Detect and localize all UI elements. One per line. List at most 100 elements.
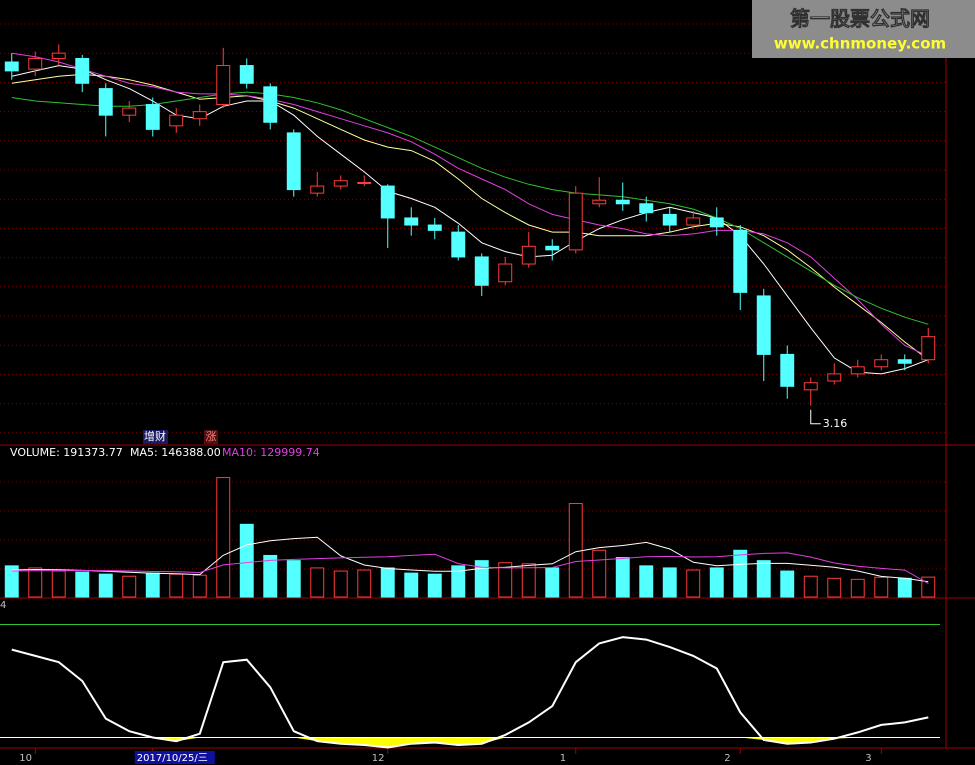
volume-bar <box>780 570 795 598</box>
volume-bar <box>192 574 207 598</box>
volume-bar <box>568 503 583 598</box>
candle-body <box>568 192 583 251</box>
candle-body <box>639 203 654 214</box>
candle-body <box>75 57 90 84</box>
volume-bar <box>75 571 90 598</box>
volume-bar <box>474 560 489 598</box>
candle-body <box>51 52 66 59</box>
candle-body <box>28 57 43 70</box>
volume-bar <box>169 573 184 598</box>
candle-body <box>498 263 513 283</box>
x-tick-label: 10 <box>19 753 32 764</box>
candle-body <box>145 104 160 130</box>
volume-bar <box>286 560 301 598</box>
volume-legend: MA10: 129999.74 <box>222 446 320 459</box>
candle-body <box>733 229 748 293</box>
volume-bar <box>98 573 113 598</box>
volume-bar <box>545 567 560 598</box>
candle-body <box>427 224 442 231</box>
candle-body <box>803 382 818 391</box>
candle-body <box>357 182 372 185</box>
candle-body <box>263 86 278 123</box>
date-highlight <box>134 751 215 764</box>
candle-body <box>709 217 724 228</box>
candle-body <box>4 61 19 72</box>
candle-body <box>451 231 466 258</box>
candle-body <box>122 107 137 116</box>
volume-bar <box>498 562 513 598</box>
candle-body <box>756 295 771 355</box>
volume-bar <box>310 567 325 598</box>
volume-bar <box>4 565 19 598</box>
volume-bar <box>662 567 677 598</box>
candle-body <box>333 180 348 187</box>
candle-body <box>169 114 184 127</box>
candle-body <box>216 65 231 106</box>
volume-bar <box>380 567 395 598</box>
volume-bar <box>709 567 724 598</box>
candle-body <box>521 245 536 265</box>
ma-line <box>11 52 929 357</box>
candle-body <box>310 185 325 194</box>
candle-body <box>404 217 419 226</box>
low-label: 3.16 <box>823 417 848 430</box>
volume-bar <box>803 575 818 598</box>
volume-bar <box>897 577 912 598</box>
candle-body <box>192 111 207 120</box>
candle-body <box>686 217 701 226</box>
volume-bar <box>686 569 701 598</box>
panel-label: 4 <box>0 600 6 611</box>
candle-body <box>921 336 936 361</box>
volume-bar <box>451 565 466 598</box>
volume-bar <box>216 477 231 598</box>
candle-body <box>239 65 254 84</box>
ma-line <box>11 73 929 361</box>
signal-label: 涨 <box>206 430 217 443</box>
x-tick-label: 2017/10/25/三 <box>137 753 208 764</box>
volume-bar <box>51 570 66 598</box>
candle-body <box>874 359 889 368</box>
signal-label: 增财 <box>144 429 166 443</box>
volume-bar <box>921 576 936 598</box>
volume-bar <box>850 578 865 598</box>
volume-bar <box>263 554 278 598</box>
indicator-line <box>11 636 929 749</box>
x-tick-label: 12 <box>372 753 385 764</box>
volume-bar <box>733 549 748 598</box>
candle-body <box>380 185 395 219</box>
volume-bar <box>28 567 43 598</box>
volume-bar <box>521 563 536 598</box>
volume-bar <box>756 560 771 598</box>
volume-bar <box>615 557 630 598</box>
volume-bar <box>122 575 137 598</box>
indicator-fill <box>11 737 929 748</box>
volume-bar <box>145 572 160 598</box>
candle-body <box>545 245 560 251</box>
volume-ma-line <box>11 552 929 584</box>
volume-bar <box>592 549 607 598</box>
volume-legend: VOLUME: 191373.77 <box>10 446 123 459</box>
watermark-box <box>752 0 975 58</box>
volume-legend: MA5: 146388.00 <box>130 446 221 459</box>
candle-body <box>780 353 795 387</box>
candle-body <box>98 88 113 116</box>
watermark-title: 第一股票公式网 <box>790 7 930 31</box>
candle-body <box>827 373 842 382</box>
candle-body <box>662 213 677 226</box>
candle-body <box>897 359 912 364</box>
x-tick-label: 1 <box>560 753 566 764</box>
volume-ma-line <box>11 536 929 583</box>
volume-bar <box>827 577 842 598</box>
x-tick-label: 3 <box>865 753 871 764</box>
signal-bg <box>204 430 218 444</box>
ma-line <box>11 91 929 325</box>
candle-body <box>474 256 489 286</box>
rules <box>0 23 946 570</box>
ma-line <box>11 65 929 375</box>
volume-bar <box>874 576 889 598</box>
volume-bar <box>427 573 442 598</box>
volume-bar <box>357 569 372 598</box>
